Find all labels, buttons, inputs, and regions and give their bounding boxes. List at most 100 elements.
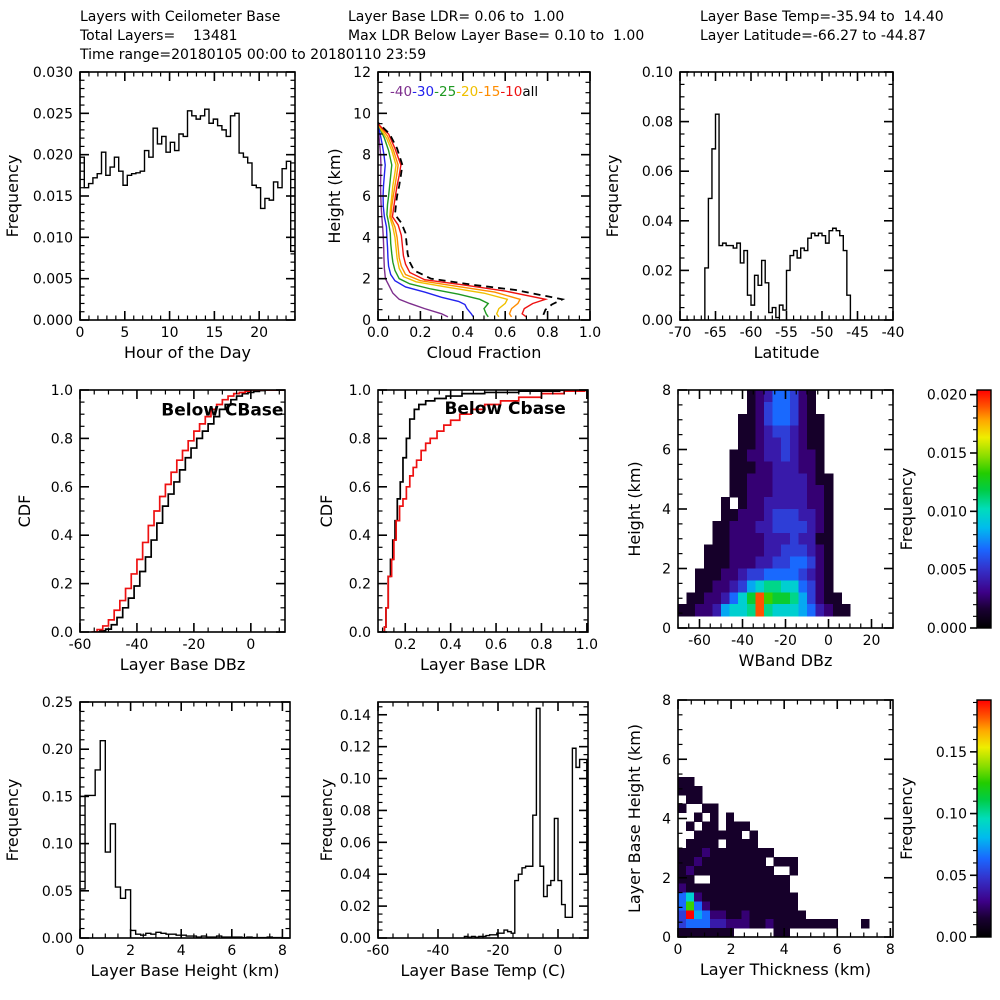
wband_heatmap-cell [729, 568, 739, 581]
thickness_heatmap-cell [678, 892, 687, 902]
wband_heatmap-cell [746, 509, 756, 522]
wband_heatmap-cell [703, 592, 713, 605]
thickness_heatmap-cell [678, 901, 687, 911]
colorbar-cb_wband: 0.000 0.005 0.010 0.015 0.020 Frequency [897, 388, 992, 637]
cb_wband-label: Frequency [897, 468, 916, 551]
thickness_heatmap-cell [693, 830, 703, 840]
temp_hist-frame [377, 701, 589, 939]
cloud_fraction-series--25 [378, 123, 490, 318]
wband_heatmap-cell [772, 497, 782, 510]
thickness_heatmap-cell [789, 901, 798, 911]
thickness_heatmap-cell [701, 803, 711, 814]
x-tick-label: 4 [177, 943, 186, 959]
wband_heatmap-cell [738, 413, 748, 427]
thickness_heatmap-cell [693, 883, 703, 894]
wband_heatmap-cell [712, 568, 722, 581]
wband_heatmap-cell [703, 568, 713, 581]
thickness_heatmap-cell [765, 848, 775, 858]
dbz_cdf-annotation: Below CBase [161, 400, 283, 420]
wband_heatmap-cell [738, 532, 748, 546]
thickness_heatmap-cell [693, 812, 703, 822]
thickness_heatmap-cell [701, 919, 711, 929]
wband_heatmap-cell [746, 604, 756, 617]
x-tick-label: 2 [727, 942, 736, 958]
wband_heatmap-cell [789, 509, 799, 522]
wband_heatmap-cell [824, 592, 834, 605]
thickness_heatmap-cell [789, 910, 798, 920]
wband_heatmap-cell [772, 425, 782, 439]
thickness_heatmap-cell [797, 910, 806, 920]
thickness_heatmap-cell [678, 928, 687, 937]
x-tick-label: -45 [846, 325, 869, 341]
y-tick-label: 0.08 [340, 803, 371, 819]
wband_heatmap-cell [764, 532, 774, 546]
thickness_heatmap-cell [829, 919, 838, 929]
thickness_heatmap-cell [717, 928, 727, 937]
wband_heatmap-cell [755, 485, 765, 498]
wband_heatmap-cell [798, 473, 808, 486]
wband_heatmap-cell [764, 425, 774, 439]
thickness_heatmap-cell [749, 848, 759, 858]
thickness_heatmap-cell [685, 883, 695, 894]
thickness_heatmap-cell [678, 883, 687, 894]
y-tick-label: 0.00 [340, 931, 371, 947]
thickness_heatmap-cell [741, 901, 751, 911]
thickness_heatmap-cell [678, 865, 687, 876]
legend-entry--40: -40 [390, 84, 412, 100]
y-tick-label: 0.10 [42, 837, 73, 853]
wband_heatmap-cell [738, 568, 748, 581]
chart-height_hist: 0 2 4 6 8 0.00 0.05 0.10 0.15 0.20 0.25 Layer Base … [3, 695, 291, 980]
y-tick-label: 0.005 [33, 272, 73, 288]
y-tick-label: 0.05 [42, 884, 73, 900]
wband_heatmap-cell [746, 413, 756, 427]
thickness_heatmap-cell [749, 857, 759, 867]
wband_heatmap-cell [755, 497, 765, 510]
thickness_heatmap-cell [757, 857, 767, 867]
thickness_heatmap-cell [741, 821, 751, 831]
thickness_heatmap-cell [773, 857, 783, 867]
x-tick-label: -40 [126, 637, 149, 653]
y-tick-label: 10 [353, 106, 371, 122]
thickness_heatmap-cell [693, 857, 703, 867]
wband_heatmap-cell [764, 485, 774, 498]
wband_heatmap-cell [764, 604, 774, 617]
x-tick-label: -60 [688, 633, 711, 649]
latitude_hist-ylabel: Frequency [603, 155, 622, 238]
thickness_heatmap-cell [709, 928, 719, 937]
wband_heatmap-cell [695, 592, 705, 605]
wband_heatmap-cell [738, 544, 748, 558]
thickness_heatmap-cell [685, 857, 695, 867]
wband_heatmap-cell [738, 437, 748, 450]
x-tick-label: 0.0 [367, 325, 389, 341]
thickness_heatmap-cell [678, 910, 687, 920]
wband_heatmap-cell [729, 532, 739, 546]
thickness_heatmap-cell [717, 892, 727, 902]
wband_heatmap-cell [789, 568, 799, 581]
chart-ldr_cdf: 0.2 0.4 0.6 0.8 1.0 0.0 0.2 0.4 0.6 0.8 1.0 Layer B… [317, 383, 598, 674]
thickness_heatmap-cell [678, 777, 687, 787]
wband_heatmap-cell [764, 568, 774, 581]
header-time-range: Time range=20180105 00:00 to 20180110 23… [80, 47, 427, 63]
cloud_fraction-series-all [378, 121, 566, 316]
thickness_heatmap-cell [733, 857, 743, 867]
thickness_heatmap-cell [773, 901, 783, 911]
thickness_heatmap-cell [701, 901, 711, 911]
wband_heatmap-cell [798, 437, 808, 450]
y-tick-label: 0.14 [340, 708, 371, 724]
y-tick-label: 0.25 [42, 695, 73, 711]
y-tick-label: 0.8 [51, 431, 73, 447]
wband_heatmap-cell [764, 461, 774, 474]
wband_heatmap-cell [798, 425, 808, 439]
dbz_cdf-xlabel: Layer Base DBz [120, 655, 245, 674]
wband_heatmap-cell [746, 461, 756, 474]
wband_heatmap-cell [824, 580, 834, 593]
wband_heatmap-cell [781, 532, 791, 546]
wband_heatmap-cell [824, 544, 834, 558]
wband_heatmap-cell [721, 532, 731, 546]
wband_heatmap-cell [807, 592, 817, 605]
dbz_cdf-frame [79, 389, 286, 633]
thickness_heatmap-cell [701, 821, 711, 831]
thickness_heatmap-cell [717, 919, 727, 929]
thickness_heatmap-cell [701, 865, 711, 876]
thickness_heatmap-cell [749, 892, 759, 902]
